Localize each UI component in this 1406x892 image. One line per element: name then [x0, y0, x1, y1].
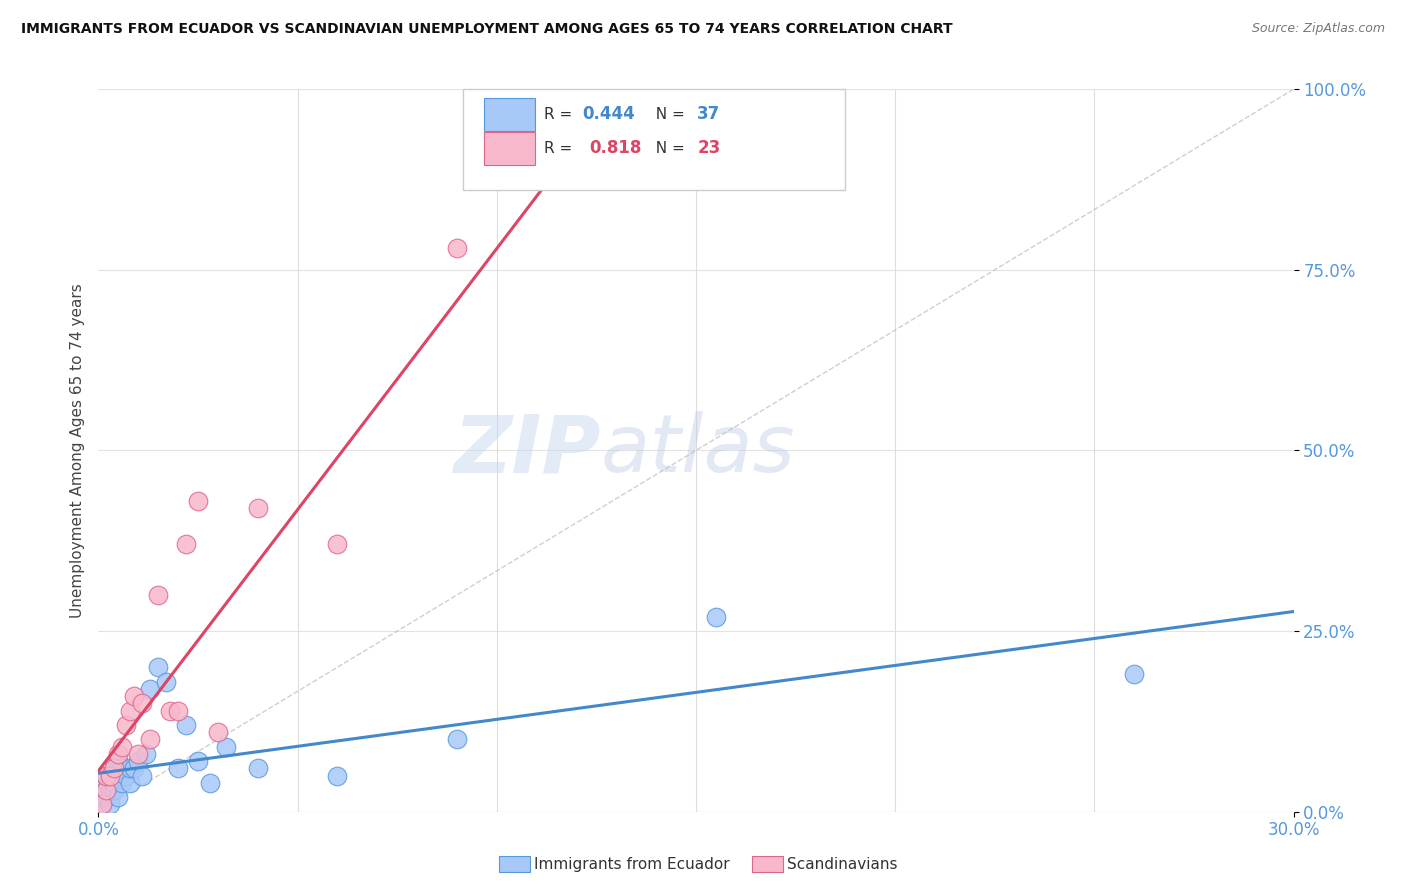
Point	[167, 761, 190, 775]
Point	[207, 725, 229, 739]
Point	[326, 769, 349, 783]
Point	[103, 783, 125, 797]
Point	[155, 674, 177, 689]
Text: 23: 23	[697, 139, 720, 158]
Point	[246, 501, 269, 516]
Point	[115, 718, 138, 732]
Point	[103, 761, 125, 775]
Point	[704, 609, 727, 624]
Point	[91, 790, 114, 805]
Point	[139, 681, 162, 696]
Point	[139, 732, 162, 747]
Point	[98, 769, 122, 783]
Text: 0.444: 0.444	[582, 105, 636, 123]
Point	[131, 696, 153, 710]
Text: R =: R =	[544, 141, 582, 156]
Point	[187, 754, 209, 768]
Point	[446, 241, 468, 255]
Point	[148, 588, 170, 602]
Point	[246, 761, 269, 775]
Point	[103, 776, 125, 790]
Point	[103, 761, 125, 775]
Text: ZIP: ZIP	[453, 411, 600, 490]
Point	[96, 769, 118, 783]
Point	[187, 494, 209, 508]
Text: Immigrants from Ecuador: Immigrants from Ecuador	[534, 857, 730, 871]
FancyBboxPatch shape	[485, 132, 534, 165]
Point	[107, 790, 129, 805]
Text: Source: ZipAtlas.com: Source: ZipAtlas.com	[1251, 22, 1385, 36]
Point	[96, 783, 118, 797]
Point	[96, 769, 118, 783]
Point	[111, 776, 134, 790]
Text: 37: 37	[697, 105, 720, 123]
Point	[215, 739, 238, 754]
Point	[107, 747, 129, 761]
Text: Scandinavians: Scandinavians	[787, 857, 898, 871]
Text: N =: N =	[645, 141, 689, 156]
Point	[107, 769, 129, 783]
Point	[135, 747, 157, 761]
Point	[605, 111, 627, 125]
Point	[174, 718, 197, 732]
Point	[120, 776, 142, 790]
Point	[115, 769, 138, 783]
Point	[111, 761, 134, 775]
Point	[120, 704, 142, 718]
Point	[98, 783, 122, 797]
Point	[98, 769, 122, 783]
Point	[96, 790, 118, 805]
Point	[91, 797, 114, 812]
Point	[131, 769, 153, 783]
Point	[96, 783, 118, 797]
Text: N =: N =	[645, 107, 689, 122]
Point	[159, 704, 181, 718]
Point	[120, 761, 142, 775]
Y-axis label: Unemployment Among Ages 65 to 74 years: Unemployment Among Ages 65 to 74 years	[69, 283, 84, 618]
FancyBboxPatch shape	[485, 98, 534, 131]
Point	[1123, 667, 1146, 681]
Point	[174, 537, 197, 551]
Text: R =: R =	[544, 107, 578, 122]
Point	[98, 797, 122, 812]
Point	[127, 747, 149, 761]
Text: atlas: atlas	[600, 411, 796, 490]
Point	[326, 537, 349, 551]
Point	[111, 739, 134, 754]
Point	[148, 660, 170, 674]
Point	[167, 704, 190, 718]
Text: 0.818: 0.818	[589, 139, 643, 158]
Text: IMMIGRANTS FROM ECUADOR VS SCANDINAVIAN UNEMPLOYMENT AMONG AGES 65 TO 74 YEARS C: IMMIGRANTS FROM ECUADOR VS SCANDINAVIAN …	[21, 22, 953, 37]
Point	[91, 797, 114, 812]
Point	[107, 754, 129, 768]
Point	[124, 761, 146, 775]
Point	[124, 689, 146, 703]
Point	[446, 732, 468, 747]
Point	[127, 754, 149, 768]
Point	[198, 776, 221, 790]
FancyBboxPatch shape	[463, 89, 845, 190]
Point	[91, 776, 114, 790]
